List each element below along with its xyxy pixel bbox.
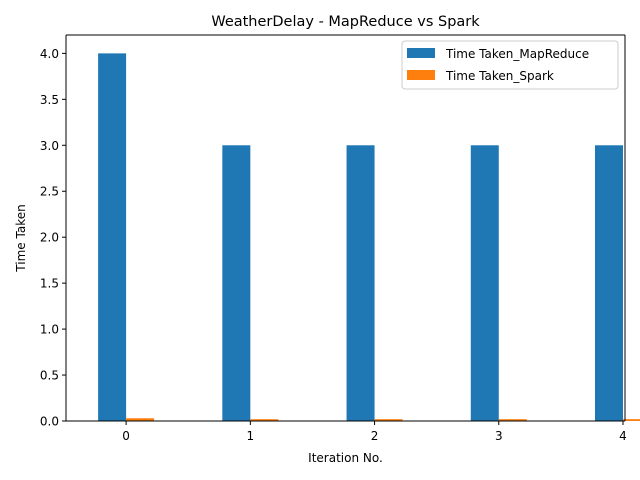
x-tick-label: 4 <box>619 429 627 443</box>
x-tick-label: 2 <box>371 429 379 443</box>
x-axis-label: Iteration No. <box>308 451 383 465</box>
bar-spark-1 <box>250 419 279 421</box>
legend-swatch-mapreduce <box>407 48 435 58</box>
bar-spark-0 <box>126 418 155 421</box>
legend-frame <box>401 40 619 90</box>
x-tick-label: 0 <box>122 429 130 443</box>
y-tick-label: 0.0 <box>40 415 59 429</box>
y-tick-label: 1.5 <box>40 277 59 291</box>
bar-spark-4 <box>623 419 640 421</box>
chart-title: WeatherDelay - MapReduce vs Spark <box>211 14 480 30</box>
x-tick-label: 1 <box>247 429 255 443</box>
y-tick-label: 0.5 <box>40 369 59 383</box>
legend-label-mapreduce: Time Taken_MapReduce <box>445 47 589 61</box>
plot-area: 0.0 0.5 1.0 1.5 2.0 2.5 3.0 3.5 4.0 0 1 2 3 4 <box>40 34 640 443</box>
legend: Time Taken_MapReduce Time Taken_Spark <box>401 40 619 90</box>
y-axis-label: Time Taken <box>14 204 28 272</box>
bar-spark-3 <box>498 419 527 421</box>
y-tick-label: 2.5 <box>40 185 59 199</box>
bar-mapreduce-4 <box>595 145 623 422</box>
bar-spark-2 <box>374 419 403 421</box>
y-tick-label: 3.5 <box>40 93 59 107</box>
y-tick-label: 4.0 <box>40 47 59 61</box>
legend-label-spark: Time Taken_Spark <box>445 69 554 83</box>
bar-mapreduce-2 <box>346 145 375 422</box>
bar-mapreduce-1 <box>222 145 251 422</box>
bar-mapreduce-0 <box>98 53 127 421</box>
legend-swatch-spark <box>407 70 435 80</box>
y-tick-label: 2.0 <box>40 231 59 245</box>
y-tick-label: 3.0 <box>40 139 59 153</box>
bar-mapreduce-3 <box>470 145 499 422</box>
y-tick-label: 1.0 <box>40 323 59 337</box>
x-tick-label: 3 <box>495 429 503 443</box>
